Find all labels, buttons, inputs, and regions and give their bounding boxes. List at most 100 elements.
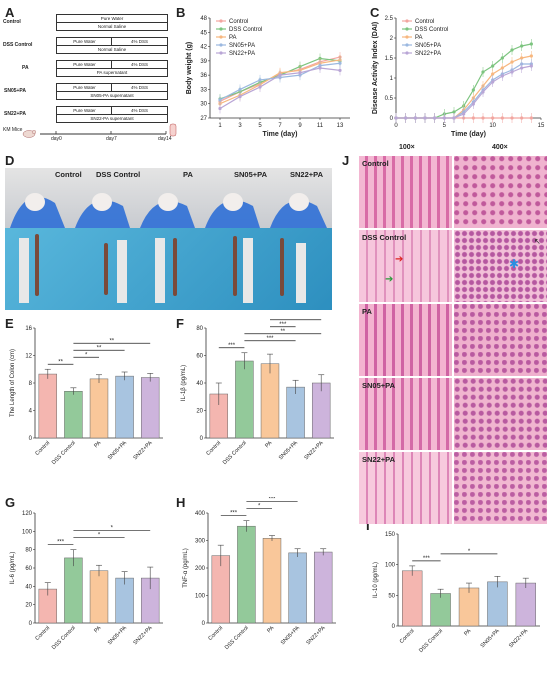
data-point <box>404 116 408 120</box>
photo-drawings <box>10 193 327 303</box>
x-tick-label: DSS Control <box>418 628 444 654</box>
y-tick-label: 33 <box>200 87 207 93</box>
y-axis-title: Disease Activity Index (DAI) <box>372 22 379 114</box>
group-label-sn05: SN05+PA <box>4 88 27 94</box>
legend-label: SN22+PA <box>415 51 441 57</box>
histology-row-label: SN05+PA <box>362 381 396 390</box>
bar <box>286 386 305 439</box>
legend-marker <box>219 51 223 55</box>
panel-label-c: C <box>370 5 380 20</box>
il6-chart: 0 20 40 60 80 100 120 IL-6 (pg/mL) Control DSS Co… <box>10 511 163 651</box>
data-point <box>510 116 514 120</box>
data-point <box>481 70 485 74</box>
histology-row-label: DSS Control <box>362 233 407 242</box>
legend-marker <box>405 51 409 55</box>
y-tick-label: 200 <box>195 566 206 572</box>
data-point <box>510 60 514 64</box>
x-tick-label: 9 <box>298 123 302 129</box>
x-tick-label: SN22+PA <box>508 628 529 649</box>
legend-marker <box>405 43 409 47</box>
x-tick-label: 1 <box>218 123 222 129</box>
data-point <box>491 64 495 68</box>
x-tick-label: SN22+PA <box>132 625 153 646</box>
y-tick-label: 36 <box>200 73 207 79</box>
legend-marker <box>405 19 409 23</box>
data-point <box>481 90 485 94</box>
data-point <box>481 116 485 120</box>
y-axis-title: IL-1β (pg/mL) <box>181 365 187 401</box>
bar <box>260 363 280 439</box>
significance-label: *** <box>228 343 236 349</box>
panel-label-e: E <box>5 316 14 331</box>
significance-label: ** <box>109 338 114 344</box>
data-point <box>394 116 398 120</box>
legend-marker <box>405 35 409 39</box>
histology-image <box>454 156 547 228</box>
data-point <box>491 72 495 76</box>
x-tick-label: DSS Control <box>51 625 77 651</box>
group-label-control: Control <box>3 19 21 25</box>
lesion-markers: ➔ ➔ ✱ ↖ <box>385 237 541 285</box>
x-tick-label: SN22+PA <box>305 625 326 646</box>
y-axis-title: The Length of Colon (cm) <box>10 349 16 417</box>
data-point <box>471 88 475 92</box>
y-tick-label: 16 <box>25 326 32 332</box>
data-point <box>338 61 342 65</box>
data-point <box>452 116 456 120</box>
photo-label: PA <box>183 170 193 179</box>
data-point <box>520 116 524 120</box>
group-label-dss: DSS Control <box>3 42 33 48</box>
y-tick-label: 20 <box>25 603 32 609</box>
data-point <box>413 116 417 120</box>
bar <box>515 582 536 627</box>
legend-label: DSS Control <box>229 27 262 33</box>
histology-row-label: SN22+PA <box>362 455 396 464</box>
data-point <box>491 80 495 84</box>
x-tick-label: SN05+PA <box>280 625 301 646</box>
significance-label: *** <box>266 336 274 342</box>
x-tick-label: 15 <box>538 123 545 129</box>
rulers <box>19 238 306 303</box>
x-tick-label: SN05+PA <box>107 625 128 646</box>
data-point <box>298 71 302 75</box>
bar <box>402 570 423 627</box>
mouse-icon <box>22 130 36 138</box>
data-point <box>471 102 475 106</box>
y-tick-label: 20 <box>196 409 203 415</box>
y-tick-label: 100 <box>22 529 33 535</box>
data-point <box>520 66 524 70</box>
data-point <box>423 116 427 120</box>
timeline-tick: day14 <box>158 136 172 142</box>
bar <box>313 551 333 624</box>
y-tick-label: 50 <box>388 593 395 599</box>
y-tick-label: 0 <box>29 436 33 442</box>
significance-label: *** <box>230 511 238 517</box>
y-tick-label: 2.5 <box>385 16 394 22</box>
y-tick-label: 42 <box>200 45 207 51</box>
data-point <box>529 42 533 46</box>
colon-photo-strip <box>5 228 332 310</box>
lesion-arrow-icon: ↖ <box>534 237 541 246</box>
x-tick-label: Control <box>399 628 416 645</box>
x-tick-label: 3 <box>238 123 242 129</box>
legend-label: PA <box>229 35 237 41</box>
y-tick-label: 48 <box>200 16 207 22</box>
histology-image <box>454 230 547 302</box>
bar <box>262 538 282 624</box>
y-tick-label: 0 <box>392 624 396 630</box>
y-axis-title: TNF-α (pg/mL) <box>183 548 189 587</box>
histology-row-label: Control <box>362 159 389 168</box>
data-point <box>500 56 504 60</box>
data-point <box>500 66 504 70</box>
y-tick-label: 0 <box>29 621 33 627</box>
x-tick-label: 13 <box>337 123 344 129</box>
x-tick-label: Control <box>207 625 224 642</box>
y-tick-label: 2 <box>390 36 394 42</box>
significance-label: *** <box>279 322 287 328</box>
y-tick-label: 0.5 <box>385 96 394 102</box>
y-tick-label: 1.5 <box>385 56 394 62</box>
data-point <box>510 70 514 74</box>
histology-image <box>454 378 547 450</box>
data-point <box>218 98 222 102</box>
panel-label-b: B <box>176 5 186 20</box>
